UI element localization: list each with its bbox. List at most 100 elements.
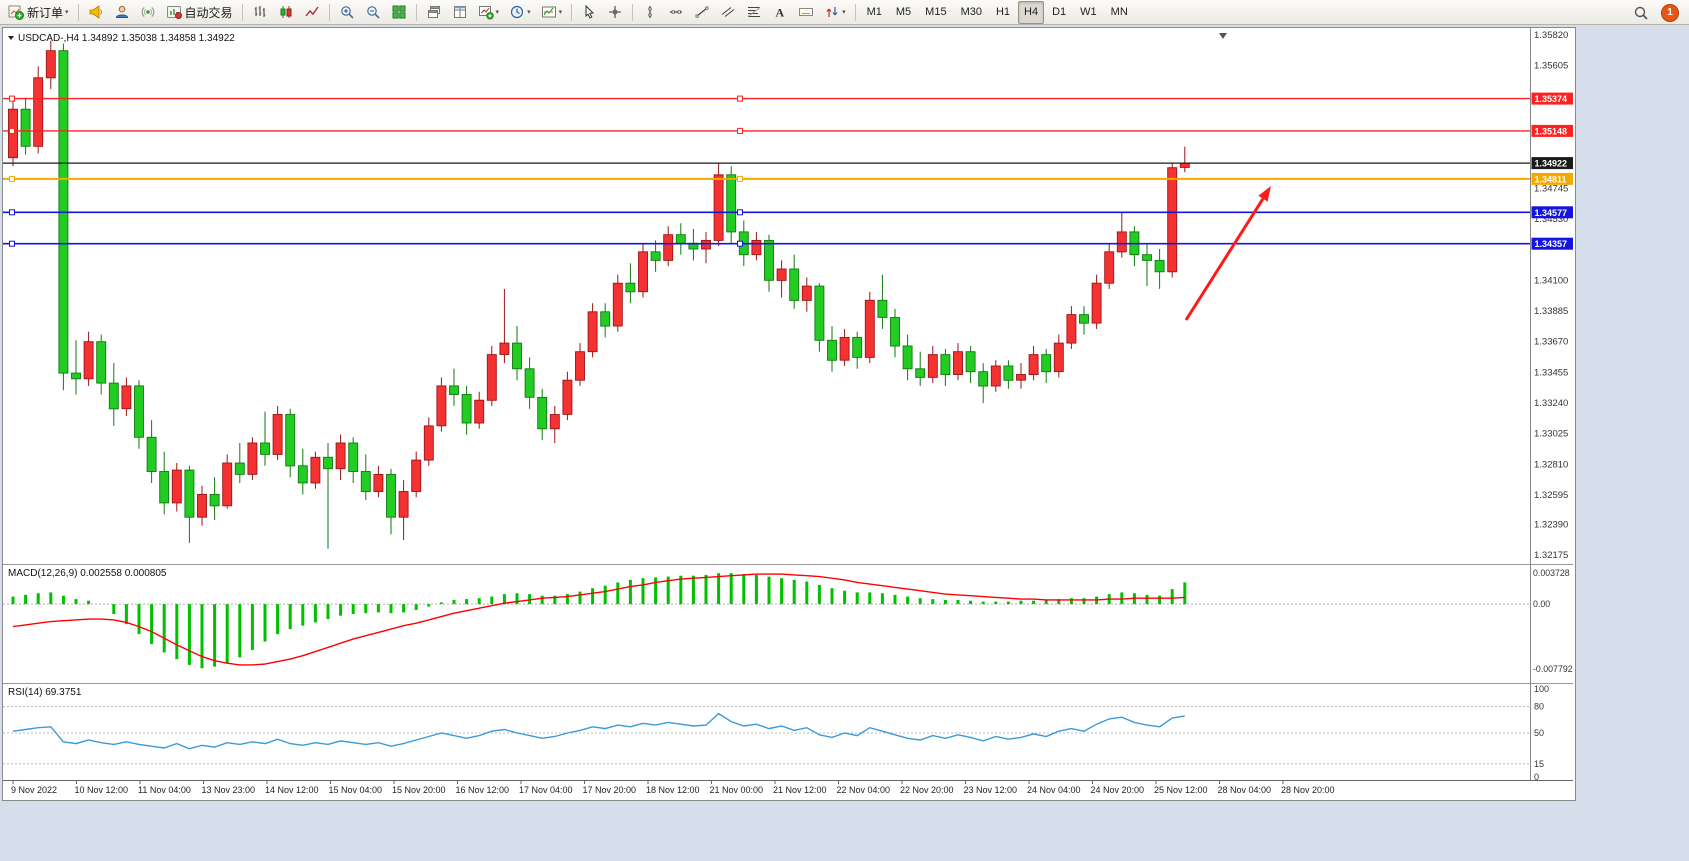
candle bbox=[524, 368, 535, 398]
chart-svg: USDCAD-,H4 1.34892 1.35038 1.34858 1.349… bbox=[3, 28, 1573, 795]
tile-windows-button[interactable] bbox=[387, 1, 411, 24]
alerts-button[interactable] bbox=[84, 1, 108, 24]
text-button[interactable]: A bbox=[768, 1, 792, 24]
candles-icon bbox=[280, 6, 292, 18]
dropdown-arrow-icon: ▾ bbox=[65, 9, 69, 16]
candle bbox=[1179, 162, 1190, 168]
hline-1.34577[interactable] bbox=[3, 209, 1530, 216]
candle bbox=[814, 285, 825, 341]
crosshair-button[interactable] bbox=[603, 1, 627, 24]
bar-chart-button[interactable] bbox=[248, 1, 272, 24]
new-chart-button[interactable]: ▾ bbox=[474, 1, 504, 24]
vertical-line-button[interactable] bbox=[638, 1, 662, 24]
time-axis[interactable]: 9 Nov 2022 10 Nov 12:00 11 Nov 04:00 13 Nov… bbox=[11, 781, 1335, 795]
tf-mn-button[interactable]: MN bbox=[1110, 6, 1128, 18]
tf-h4-button[interactable]: H4 bbox=[1018, 0, 1045, 24]
candle bbox=[625, 282, 636, 293]
label-button[interactable] bbox=[794, 1, 818, 24]
candle bbox=[549, 414, 560, 430]
chart-window[interactable]: USDCAD-,H4 1.34892 1.35038 1.34858 1.349… bbox=[2, 27, 1576, 801]
arrange-windows-button[interactable] bbox=[448, 1, 472, 24]
line-handle[interactable] bbox=[9, 240, 15, 247]
horizontal-line-button[interactable] bbox=[664, 1, 688, 24]
price-badge bbox=[1531, 92, 1573, 105]
line-chart-button[interactable] bbox=[300, 1, 324, 24]
symbol-dropdown-icon[interactable] bbox=[8, 36, 14, 40]
hline-1.35148[interactable] bbox=[3, 127, 1530, 134]
line-handle[interactable] bbox=[9, 95, 15, 102]
fibonacci-button[interactable] bbox=[742, 1, 766, 24]
cursor-button[interactable] bbox=[577, 1, 601, 24]
tf-m15-button[interactable]: M15 bbox=[925, 6, 947, 18]
new-order-icon bbox=[8, 5, 24, 20]
zoom-out-button[interactable] bbox=[361, 1, 385, 24]
contacts-button[interactable] bbox=[110, 1, 134, 24]
svg-text:0.003728: 0.003728 bbox=[1533, 568, 1570, 578]
candle bbox=[45, 50, 56, 79]
line-handle[interactable] bbox=[9, 127, 15, 134]
candle bbox=[461, 394, 472, 424]
svg-text:0.00: 0.00 bbox=[1533, 599, 1550, 609]
svg-text:80: 80 bbox=[1534, 702, 1544, 712]
macd-readout: MACD(12,26,9) 0.002558 0.000805 bbox=[8, 568, 167, 579]
candle bbox=[486, 354, 497, 401]
tf-w1-button[interactable]: W1 bbox=[1080, 6, 1097, 18]
line-handle[interactable] bbox=[737, 127, 743, 134]
tf-m30-button[interactable]: M30 bbox=[960, 6, 982, 18]
svg-text:0: 0 bbox=[1534, 772, 1539, 782]
tf-m5-button[interactable]: M5 bbox=[895, 6, 912, 18]
arrows-button[interactable]: ▾ bbox=[820, 1, 850, 24]
tf-h1-button[interactable]: H1 bbox=[995, 6, 1011, 18]
candle bbox=[990, 365, 1001, 387]
new-order-button[interactable]: 新订单 ▾ bbox=[4, 1, 73, 24]
cascade-windows-button[interactable] bbox=[422, 1, 446, 24]
trend-arrow-annotation[interactable] bbox=[1184, 186, 1271, 321]
tf-m1-button[interactable]: M1 bbox=[866, 6, 882, 18]
svg-text:23 Nov 12:00: 23 Nov 12:00 bbox=[964, 785, 1018, 795]
rsi-pane bbox=[12, 712, 1185, 750]
candle bbox=[726, 174, 737, 233]
channel-button[interactable] bbox=[716, 1, 740, 24]
indicators-button[interactable]: ▾ bbox=[537, 1, 567, 24]
dropdown-arrow-icon: ▾ bbox=[558, 9, 563, 16]
line-handle[interactable] bbox=[737, 95, 743, 102]
candle bbox=[474, 399, 485, 424]
svg-text:9 Nov 2022: 9 Nov 2022 bbox=[11, 785, 57, 795]
line-handle[interactable] bbox=[9, 209, 15, 216]
candle bbox=[839, 336, 850, 361]
tf-d1-button[interactable]: D1 bbox=[1052, 6, 1067, 18]
line-handle[interactable] bbox=[737, 240, 743, 247]
svg-text:18 Nov 12:00: 18 Nov 12:00 bbox=[646, 785, 700, 795]
line-handle[interactable] bbox=[737, 209, 743, 216]
svg-text:13 Nov 23:00: 13 Nov 23:00 bbox=[202, 785, 256, 795]
community-button[interactable] bbox=[136, 1, 160, 24]
candlestick-chart-button[interactable] bbox=[274, 1, 298, 24]
hline-1.35374[interactable] bbox=[3, 95, 1530, 102]
line-handle[interactable] bbox=[9, 175, 15, 182]
svg-text:15 Nov 04:00: 15 Nov 04:00 bbox=[329, 785, 383, 795]
svg-text:1.34811: 1.34811 bbox=[1535, 174, 1567, 184]
zoom-out-icon bbox=[366, 6, 380, 19]
svg-text:15: 15 bbox=[1534, 759, 1544, 769]
profiles-button[interactable]: ▾ bbox=[505, 1, 535, 24]
price-axis[interactable]: 1.35820 1.35605 1.34745 1.34530 1.34100 1.338… bbox=[1533, 30, 1573, 782]
candle bbox=[108, 382, 119, 410]
autotrading-button[interactable]: 自动交易 bbox=[162, 1, 237, 24]
candle bbox=[348, 442, 359, 472]
hline-1.34811[interactable] bbox=[3, 175, 1530, 182]
svg-text:25 Nov 12:00: 25 Nov 12:00 bbox=[1154, 785, 1208, 795]
notifications-badge[interactable]: 1 bbox=[1661, 3, 1679, 22]
line-handle[interactable] bbox=[737, 175, 743, 182]
toolbar-separator bbox=[571, 3, 573, 21]
hline-1.34357[interactable] bbox=[3, 240, 1530, 247]
trendline-button[interactable] bbox=[690, 1, 714, 24]
svg-text:A: A bbox=[776, 6, 785, 20]
search-button[interactable] bbox=[1629, 1, 1653, 24]
candle bbox=[1079, 314, 1089, 324]
zoom-in-button[interactable] bbox=[335, 1, 359, 24]
candle bbox=[436, 385, 447, 427]
candlestick-series bbox=[8, 40, 1190, 549]
candle bbox=[1053, 342, 1064, 373]
channel-icon bbox=[721, 7, 735, 17]
candle bbox=[915, 368, 926, 378]
